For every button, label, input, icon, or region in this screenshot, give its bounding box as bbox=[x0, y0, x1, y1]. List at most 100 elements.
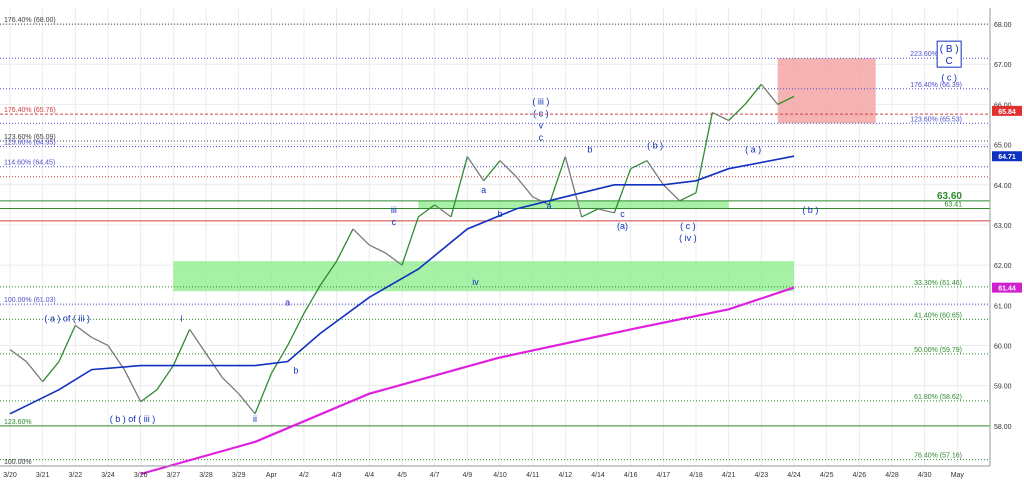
wave-label: ( b ) bbox=[802, 205, 818, 215]
price-segment bbox=[287, 313, 305, 346]
price-segment bbox=[548, 156, 566, 206]
price-segment bbox=[613, 168, 632, 214]
highlight-zone bbox=[777, 58, 876, 124]
x-tick-label: 3/24 bbox=[101, 472, 115, 479]
price-segment bbox=[25, 361, 44, 383]
x-tick-label: 4/16 bbox=[624, 472, 638, 479]
highlight-zone bbox=[173, 261, 795, 292]
price-badge-label: 61.44 bbox=[998, 286, 1016, 293]
price-segment bbox=[140, 389, 158, 403]
wave-label: c bbox=[539, 133, 544, 143]
level-label: 100.00% bbox=[4, 459, 32, 466]
wave-label: ( iv ) bbox=[679, 233, 697, 243]
price-badge bbox=[992, 105, 1022, 116]
y-tick-label: 60.00 bbox=[994, 343, 1012, 350]
price-segment bbox=[336, 228, 354, 262]
x-tick-label: 3/28 bbox=[199, 472, 213, 479]
price-segment bbox=[91, 336, 109, 347]
boxed-wave-frame bbox=[936, 40, 962, 68]
x-tick-label: 4/9 bbox=[462, 472, 472, 479]
level-label: 176.40% (66.39) bbox=[910, 82, 962, 89]
price-badge bbox=[992, 151, 1022, 162]
price-segment bbox=[352, 228, 370, 246]
x-tick-label: 4/11 bbox=[526, 472, 539, 479]
price-segment bbox=[728, 103, 746, 121]
price-segment bbox=[499, 160, 517, 178]
price-segment bbox=[515, 176, 534, 198]
right-value-label: 63.60 bbox=[937, 191, 962, 202]
price-segment bbox=[270, 345, 289, 374]
level-label: 33.30% (61.46) bbox=[914, 280, 962, 287]
x-tick-label: 4/10 bbox=[493, 472, 507, 479]
x-tick-label: 4/3 bbox=[332, 472, 342, 479]
x-tick-label: 4/18 bbox=[689, 472, 703, 479]
price-segment bbox=[760, 83, 779, 105]
price-segment bbox=[450, 156, 468, 218]
y-tick-label: 65.00 bbox=[994, 143, 1012, 150]
wave-label: ( c ) bbox=[533, 108, 549, 118]
level-label: 176.40% (68.00) bbox=[4, 17, 56, 24]
price-segment bbox=[401, 216, 419, 266]
wave-label: ( b ) bbox=[647, 141, 663, 151]
wave-label: a bbox=[481, 185, 486, 195]
x-tick-label: 4/14 bbox=[591, 472, 605, 479]
price-segment bbox=[303, 284, 321, 314]
x-tick-label: 4/17 bbox=[657, 472, 671, 479]
price-segment bbox=[254, 373, 272, 415]
price-segment bbox=[679, 192, 697, 202]
highlight-zone bbox=[418, 200, 729, 209]
x-tick-label: 4/24 bbox=[787, 472, 801, 479]
wave-label: i bbox=[181, 313, 183, 323]
price-segment bbox=[581, 208, 599, 218]
level-label: 100.00% (61.03) bbox=[4, 297, 56, 304]
x-tick-label: 3/21 bbox=[36, 472, 50, 479]
moving-average-magenta bbox=[140, 286, 795, 476]
wave-label: iii bbox=[391, 205, 397, 215]
y-tick-label: 58.00 bbox=[994, 424, 1012, 431]
boxed-wave-label: C bbox=[946, 56, 953, 67]
x-tick-label: 4/2 bbox=[299, 472, 309, 479]
price-segment bbox=[369, 244, 386, 254]
x-tick-label: May bbox=[951, 472, 965, 479]
level-label: 114.60% (64.45) bbox=[4, 160, 55, 167]
price-segment bbox=[483, 160, 501, 182]
wave-label: a bbox=[285, 297, 290, 307]
level-label: 41.40% (60.65) bbox=[914, 312, 962, 319]
price-segment bbox=[9, 348, 27, 363]
x-tick-label: 4/25 bbox=[820, 472, 834, 479]
price-segment bbox=[712, 111, 729, 122]
price-segment bbox=[58, 325, 76, 362]
price-segment bbox=[417, 204, 436, 218]
wave-label: b bbox=[587, 145, 592, 155]
x-tick-label: 4/30 bbox=[918, 472, 932, 479]
price-badge-label: 65.84 bbox=[998, 109, 1016, 116]
price-segment bbox=[107, 345, 125, 370]
x-tick-label: 3/29 bbox=[232, 472, 246, 479]
price-segment bbox=[123, 369, 142, 403]
x-tick-label: 4/4 bbox=[364, 472, 374, 479]
y-tick-label: 59.00 bbox=[994, 384, 1012, 391]
x-tick-label: Apr bbox=[266, 472, 278, 479]
price-segment bbox=[532, 196, 550, 206]
x-tick-label: 3/26 bbox=[134, 472, 148, 479]
price-segment bbox=[385, 252, 403, 266]
x-tick-label: 4/7 bbox=[430, 472, 440, 479]
level-label: 61.80% (58.62) bbox=[914, 394, 962, 401]
price-segment bbox=[156, 365, 174, 391]
price-segment bbox=[646, 160, 664, 186]
level-label: 63.41 bbox=[944, 201, 962, 208]
wave-label: ( iii ) bbox=[532, 96, 549, 106]
wave-label: (a) bbox=[617, 221, 628, 231]
price-segment bbox=[42, 361, 60, 383]
wave-label: ( c ) bbox=[680, 221, 696, 231]
price-segment bbox=[172, 329, 191, 366]
wave-label: b bbox=[497, 209, 502, 219]
x-tick-label: 4/26 bbox=[853, 472, 867, 479]
x-tick-label: 3/20 bbox=[3, 472, 17, 479]
y-tick-label: 67.00 bbox=[994, 62, 1012, 69]
price-segment bbox=[74, 324, 93, 338]
wave-label: ii bbox=[253, 414, 257, 424]
price-segment bbox=[662, 184, 681, 202]
level-label: 123.60% bbox=[4, 419, 32, 426]
